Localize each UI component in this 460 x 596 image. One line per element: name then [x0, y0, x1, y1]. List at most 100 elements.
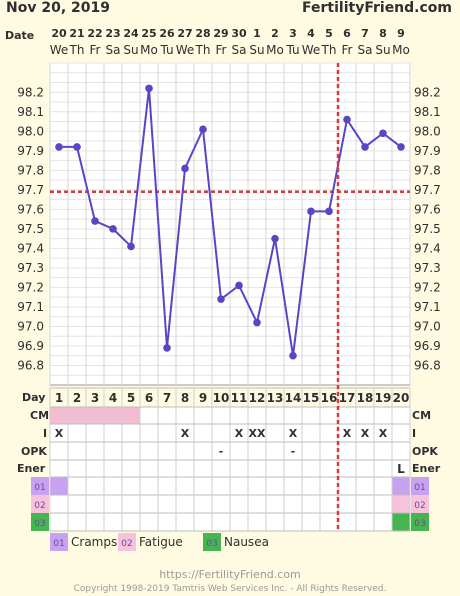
weekday-label: We: [176, 43, 195, 57]
day-number: 18: [357, 391, 374, 405]
temperature-point: [379, 129, 387, 138]
opk-row-label: OPK: [21, 445, 47, 458]
symptom-code-badge: [31, 513, 49, 531]
weekday-label: Fr: [342, 43, 353, 57]
symptom-cell: [392, 495, 410, 513]
day-number: 6: [145, 391, 153, 405]
day-number: 14: [285, 391, 302, 405]
cervical-mucus-cell: [86, 407, 104, 424]
weekday-label: Mo: [392, 43, 410, 57]
day-number: 17: [339, 391, 356, 405]
site-name: FertilityFriend.com: [302, 0, 452, 16]
day-number: 15: [303, 391, 320, 405]
date-label: 21: [69, 27, 84, 40]
temperature-point: [361, 143, 369, 151]
weekday-label: We: [302, 43, 321, 57]
weekday-label: Su: [249, 43, 264, 57]
date-label: 20: [51, 27, 67, 40]
day-number: 13: [267, 391, 284, 405]
temperature-point: [55, 143, 63, 151]
y-tick-label-left: 97.7: [17, 183, 44, 197]
weekday-label: Th: [195, 43, 211, 57]
weekday-label: Fr: [216, 43, 227, 57]
intercourse-mark: X: [181, 427, 190, 440]
y-tick-label-right: 97.2: [414, 280, 441, 294]
y-tick-label-right: 96.9: [414, 339, 441, 353]
symptom-cell: [50, 477, 68, 495]
temperature-point: [163, 344, 171, 352]
symptom-code-badge: [31, 495, 49, 513]
day-number: 5: [127, 391, 135, 405]
temperature-point: [235, 281, 243, 290]
symptom-code-label: 02: [34, 501, 45, 511]
legend-label: Cramps: [71, 535, 117, 549]
legend-code: 03: [206, 539, 217, 549]
day-number: 20: [393, 391, 410, 405]
symptom-code-label-right: 02: [414, 501, 425, 511]
temperature-point: [217, 295, 225, 303]
day-number: 16: [321, 391, 338, 405]
day-number: 4: [109, 391, 117, 405]
opk-mark: -: [219, 445, 224, 458]
symptom-code-label: 03: [34, 519, 45, 529]
footer-copyright: Copyright 1998-2019 Tamtris Web Services…: [74, 584, 387, 594]
footer-url: https://FertilityFriend.com: [159, 568, 301, 581]
y-tick-label-right: 97.8: [414, 163, 441, 177]
day-number: 19: [375, 391, 392, 405]
chart-date: Nov 20, 2019: [6, 0, 110, 16]
y-tick-label-left: 96.8: [17, 358, 44, 372]
temperature-point: [253, 318, 261, 327]
legend-label: Fatigue: [139, 535, 183, 549]
legend-swatch: [50, 533, 68, 551]
weekday-label: Tu: [285, 43, 299, 57]
energy-row-label: Ener: [17, 462, 46, 475]
weekday-label: Tu: [159, 43, 173, 57]
intercourse-mark: X: [343, 427, 352, 440]
y-tick-label-right: 98.2: [414, 85, 441, 99]
date-label: 22: [87, 27, 102, 40]
y-tick-label-right: 97.1: [414, 300, 441, 314]
date-label: 27: [177, 27, 192, 40]
symptom-code-badge: [31, 477, 49, 495]
y-tick-label-left: 96.9: [17, 339, 44, 353]
symptom-cell: [392, 513, 410, 531]
day-number: 2: [73, 391, 81, 405]
y-tick-label-left: 97.4: [17, 241, 44, 255]
temperature-point: [199, 125, 207, 134]
day-number: 9: [199, 391, 207, 405]
cervical-mucus-cell: [104, 407, 122, 424]
cm-row-label: CM: [30, 409, 49, 422]
y-tick-label-right: 96.8: [414, 358, 441, 372]
date-label: 29: [213, 27, 228, 40]
symptom-cell: [392, 477, 410, 495]
weekday-label: We: [50, 43, 69, 57]
cervical-mucus-cell: [68, 407, 86, 424]
symptom-code-label-right: 01: [414, 483, 425, 493]
weekday-label: Sa: [106, 43, 121, 57]
day-number: 10: [213, 391, 230, 405]
weekday-label: Th: [321, 43, 337, 57]
temperature-point: [343, 115, 351, 124]
weekday-label: Fr: [90, 43, 101, 57]
opk-mark: -: [291, 445, 296, 458]
y-tick-label-right: 97.5: [414, 222, 441, 236]
temperature-point: [145, 84, 153, 93]
legend-label: Nausea: [224, 535, 269, 549]
day-row-label: Day: [22, 391, 45, 404]
date-label: 5: [325, 27, 333, 40]
y-tick-label-right: 98.1: [414, 105, 441, 119]
temperature-point: [289, 351, 297, 360]
date-label: 26: [159, 27, 175, 40]
y-tick-label-right: 97.4: [414, 241, 441, 255]
date-label: 6: [343, 27, 351, 40]
date-label: 24: [123, 27, 139, 40]
y-tick-label-left: 98.2: [17, 85, 44, 99]
y-tick-label-left: 98.1: [17, 105, 44, 119]
weekday-label: Sa: [232, 43, 247, 57]
weekday-label: Mo: [140, 43, 158, 57]
opk-row-label-right: OPK: [412, 445, 438, 458]
temperature-point: [127, 242, 135, 251]
day-number: 1: [55, 391, 63, 405]
date-label: 9: [397, 27, 405, 40]
date-label: 1: [253, 27, 261, 40]
